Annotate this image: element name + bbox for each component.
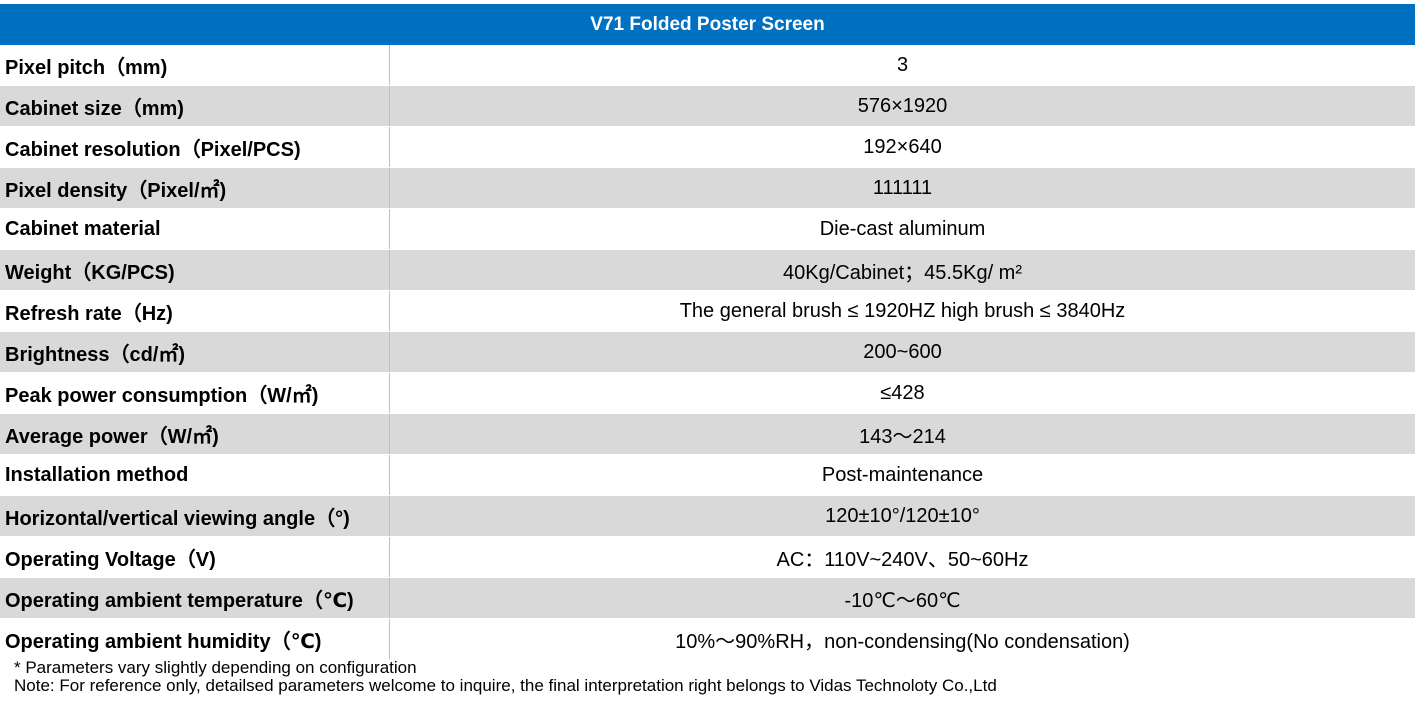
table-row: Cabinet size（mm) 576×1920 [0,86,1415,127]
table-row: Installation method Post-maintenance [0,455,1415,496]
row-value: 111111 [872,176,933,199]
table-title: V71 Folded Poster Screen [0,4,1415,45]
footnote-disclaimer: Note: For reference only, detailsed para… [14,676,997,695]
table-row: Pixel pitch（mm) 3 [0,45,1415,86]
row-label: Operating Voltage（V) [0,537,390,577]
table-row: Cabinet material Die-cast aluminum [0,209,1415,250]
table-row: Weight（KG/PCS) 40Kg/Cabinet；45.5Kg/ m² [0,250,1415,291]
row-label: Cabinet material [0,209,390,249]
table-row: Operating ambient temperature（℃) -10℃～60… [0,578,1415,619]
row-label: Average power（W/㎡) [0,414,390,454]
row-label: Operating ambient humidity（℃) [0,619,390,659]
table-row: Pixel density（Pixel/㎡) 111111 [0,168,1415,209]
row-value: ≤428 [880,381,925,404]
footnote-config-note: * Parameters vary slightly depending on … [14,658,417,677]
row-value: 200~600 [863,340,942,363]
table-row: Operating ambient humidity（℃) 10%～90%RH，… [0,619,1415,660]
row-label: Brightness（cd/㎡) [0,332,390,372]
footnote: * Parameters vary slightly depending on … [14,659,997,695]
table-row: Horizontal/vertical viewing angle（°) 120… [0,496,1415,537]
table-row: Operating Voltage（V) AC：110V~240V、50~60H… [0,537,1415,578]
row-value: Post-maintenance [821,463,984,486]
row-label: Pixel density（Pixel/㎡) [0,168,390,208]
row-value: 192×640 [863,135,942,158]
row-label: Operating ambient temperature（℃) [0,578,390,618]
row-value: 576×1920 [857,94,948,117]
row-value: 10%～90%RH，non-condensing(No condensation… [675,630,1130,653]
row-value: Die-cast aluminum [819,217,986,240]
row-value: AC：110V~240V、50~60Hz [776,548,1029,571]
row-label: Pixel pitch（mm) [0,45,390,85]
row-label: Cabinet size（mm) [0,86,390,126]
row-label: Refresh rate（Hz) [0,291,390,331]
table-row: Brightness（cd/㎡) 200~600 [0,332,1415,373]
row-value: 143～214 [859,425,946,448]
row-value: The general brush ≤ 1920HZ high brush ≤ … [679,299,1126,322]
row-value: 40Kg/Cabinet；45.5Kg/ m² [782,261,1023,284]
spec-table: V71 Folded Poster Screen Pixel pitch（mm)… [0,4,1415,660]
row-label: Weight（KG/PCS) [0,250,390,290]
row-label: Installation method [0,455,390,495]
table-row: Average power（W/㎡) 143～214 [0,414,1415,455]
row-label: Horizontal/vertical viewing angle（°) [0,496,390,536]
table-row: Refresh rate（Hz) The general brush ≤ 192… [0,291,1415,332]
row-label: Peak power consumption（W/㎡) [0,373,390,413]
table-row: Peak power consumption（W/㎡) ≤428 [0,373,1415,414]
row-value: 120±10°/120±10° [825,504,980,527]
row-label: Cabinet resolution（Pixel/PCS) [0,127,390,167]
row-value: -10℃～60℃ [844,589,961,612]
table-row: Cabinet resolution（Pixel/PCS) 192×640 [0,127,1415,168]
row-value: 3 [896,53,909,76]
